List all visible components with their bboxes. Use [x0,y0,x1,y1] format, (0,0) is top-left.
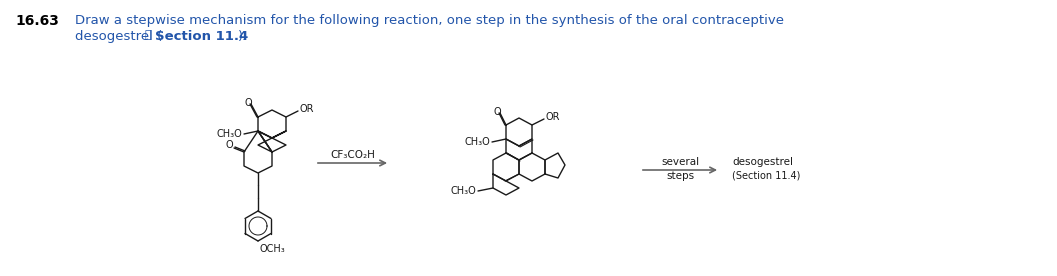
Text: desogestrel (: desogestrel ( [75,30,163,43]
Text: OR: OR [300,104,315,114]
Text: several: several [661,157,699,167]
Text: ⧄: ⧄ [145,30,155,40]
Text: CH₃O: CH₃O [450,186,476,196]
Text: desogestrel: desogestrel [733,157,793,167]
Text: CH₃O: CH₃O [464,137,490,147]
Text: ).: ). [238,30,247,43]
Text: OCH₃: OCH₃ [260,244,285,254]
Text: O: O [225,140,233,150]
Text: CH₃O: CH₃O [217,129,242,139]
Text: Draw a stepwise mechanism for the following reaction, one step in the synthesis : Draw a stepwise mechanism for the follow… [75,14,784,27]
Text: CF₃CO₂H: CF₃CO₂H [330,150,375,160]
Text: (Section 11.4): (Section 11.4) [733,170,800,180]
Text: O: O [494,107,501,117]
Text: 16.63: 16.63 [15,14,59,28]
Text: steps: steps [666,171,694,181]
Text: OR: OR [546,112,560,122]
Text: O: O [244,98,252,108]
Text: Section 11.4: Section 11.4 [155,30,248,43]
